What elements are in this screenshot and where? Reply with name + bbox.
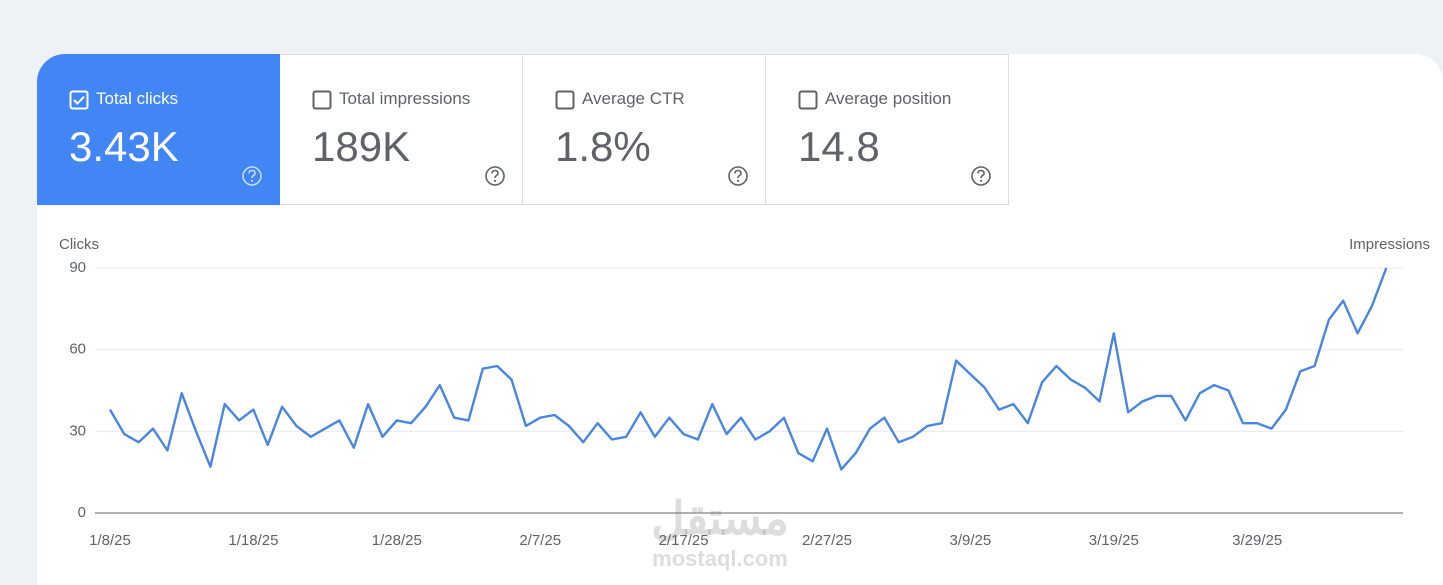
metric-label: Total impressions: [339, 89, 471, 108]
x-tick-label: 2/27/25: [802, 532, 852, 549]
help-glyph: [248, 169, 256, 179]
checkbox-box: [555, 90, 575, 110]
y-tick-label: 60: [69, 341, 86, 358]
checkbox[interactable]: [312, 90, 332, 110]
metric-value: 3.43K: [69, 123, 179, 170]
help-glyph: [734, 169, 742, 179]
help-dot: [979, 179, 983, 182]
checkbox[interactable]: [69, 90, 89, 110]
checkbox-box: [69, 90, 89, 110]
x-tick-label: 2/17/25: [659, 532, 709, 549]
x-tick-label: 3/29/25: [1232, 532, 1282, 549]
help-dot: [736, 179, 740, 182]
y-tick-label: 0: [78, 504, 86, 521]
clicks-line: [108, 267, 1388, 471]
metric-value: 189K: [312, 123, 411, 170]
help-dot: [493, 179, 497, 182]
y2-axis-label: Impressions: [1349, 236, 1430, 253]
help-icon[interactable]: [970, 165, 992, 187]
metric-label: Total clicks: [96, 89, 179, 108]
checkbox-box: [312, 90, 332, 110]
metric-card[interactable]: Average position 14.8: [766, 54, 1009, 205]
x-tick-label: 1/8/25: [89, 532, 131, 549]
metric-value: 14.8: [798, 123, 880, 170]
metric-cards: Total clicks 3.43K Total impressions 189K Av…: [37, 54, 1009, 205]
metric-label: Average position: [825, 89, 952, 108]
x-tick-label: 3/9/25: [950, 532, 992, 549]
checkbox[interactable]: [798, 90, 818, 110]
x-tick-label: 2/7/25: [519, 532, 561, 549]
help-glyph: [491, 169, 499, 179]
y-tick-label: 90: [69, 259, 86, 276]
checkbox[interactable]: [555, 90, 575, 110]
metric-card[interactable]: Total impressions 189K: [280, 54, 523, 205]
y-tick-label: 30: [69, 422, 86, 439]
help-circle: [728, 166, 748, 186]
help-icon[interactable]: [241, 165, 263, 187]
help-glyph: [977, 169, 985, 179]
y-axis-label: Clicks: [59, 236, 99, 253]
help-dot: [250, 179, 254, 182]
metric-card[interactable]: Total clicks 3.43K: [37, 54, 280, 205]
help-circle: [485, 166, 505, 186]
x-tick-label: 3/19/25: [1089, 532, 1139, 549]
watermark: mostaql.com: [652, 546, 788, 571]
metric-card[interactable]: Average CTR 1.8%: [523, 54, 766, 205]
help-circle: [971, 166, 991, 186]
help-icon[interactable]: [727, 165, 749, 187]
help-circle: [242, 166, 262, 186]
help-icon[interactable]: [484, 165, 506, 187]
check-mark: [73, 95, 85, 105]
checkbox-box: [798, 90, 818, 110]
watermark: مستقل: [651, 492, 789, 544]
metric-value: 1.8%: [555, 123, 651, 170]
x-tick-label: 1/18/25: [228, 532, 278, 549]
metric-label: Average CTR: [582, 89, 685, 108]
x-tick-label: 1/28/25: [372, 532, 422, 549]
